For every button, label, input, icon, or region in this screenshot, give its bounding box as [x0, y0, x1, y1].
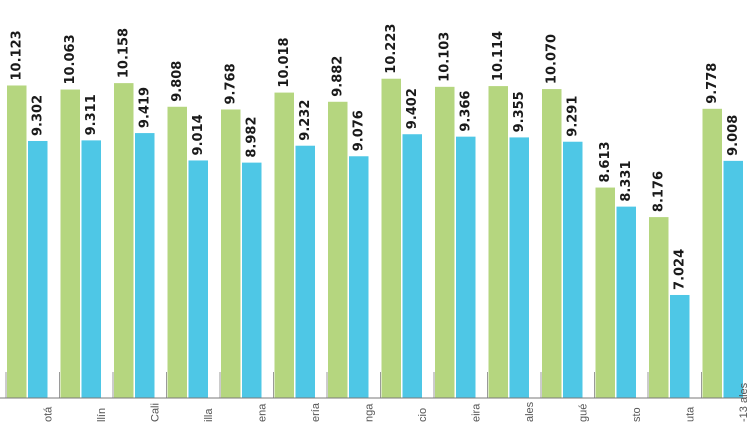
category-label-4: ena: [257, 403, 269, 422]
category-label-7: cio: [417, 408, 429, 422]
bar-series2-1: [81, 140, 101, 398]
bar-series2-3: [188, 160, 208, 398]
value-label-series1-2: 10.158: [117, 28, 132, 78]
value-label-series2-1: 9.311: [84, 94, 99, 135]
bar-series2-0: [28, 140, 48, 398]
bar-series2-8: [456, 136, 476, 399]
category-label-13: -13 ales: [738, 382, 747, 422]
bar-series2-4: [242, 162, 262, 398]
value-label-series2-7: 9.402: [405, 88, 420, 129]
category-label-8: eira: [471, 403, 483, 422]
value-label-series2-8: 9.366: [459, 91, 474, 132]
value-label-series1-7: 10.223: [384, 24, 399, 74]
value-label-series2-4: 8.982: [245, 116, 260, 157]
value-label-series1-3: 9.808: [170, 61, 185, 102]
bar-series2-7: [402, 134, 422, 398]
value-label-series2-13: 9.008: [726, 115, 741, 156]
value-label-series2-3: 9.014: [191, 114, 206, 155]
value-label-series2-6: 9.076: [352, 110, 367, 151]
category-label-10: gué: [578, 404, 590, 422]
bar-series1-0: [7, 85, 27, 398]
value-label-series2-9: 9.355: [512, 91, 527, 132]
value-label-series2-12: 7.024: [673, 249, 688, 290]
bar-series1-1: [60, 89, 80, 398]
bar-series2-6: [349, 156, 369, 398]
value-label-series1-1: 10.063: [63, 34, 78, 84]
value-label-series2-11: 8.331: [619, 160, 634, 201]
category-label-5: ería: [310, 402, 322, 422]
bar-series1-3: [167, 106, 187, 398]
category-label-1: llín: [96, 408, 108, 422]
bar-series2-11: [616, 206, 636, 398]
category-label-11: sto: [631, 407, 643, 422]
bar-series1-4: [221, 109, 241, 398]
bar-series2-13: [723, 160, 743, 398]
category-label-3: illa: [203, 408, 215, 422]
value-label-series2-2: 9.419: [138, 87, 153, 128]
bar-series1-12: [649, 217, 669, 398]
bar-series2-12: [670, 294, 690, 398]
category-label-12: uta: [685, 406, 697, 422]
value-label-series2-0: 9.302: [31, 95, 46, 136]
bar-series1-13: [702, 108, 722, 399]
value-label-series1-10: 10.070: [545, 34, 560, 84]
bar-series1-10: [542, 89, 562, 399]
value-label-series1-0: 10.123: [10, 30, 25, 80]
bar-series1-2: [114, 83, 134, 398]
category-label-9: ales: [524, 401, 536, 422]
bar-series1-6: [328, 101, 348, 399]
category-label-0: otá: [43, 406, 55, 422]
bar-series1-5: [274, 92, 294, 399]
bar-series2-9: [509, 137, 529, 399]
value-label-series1-4: 9.768: [224, 63, 239, 104]
value-label-series1-11: 8.613: [598, 141, 613, 182]
value-label-series1-13: 9.778: [705, 63, 720, 104]
category-separators: [5, 372, 702, 398]
bar-series2-5: [295, 145, 315, 398]
category-label-6: nga: [364, 403, 376, 422]
value-label-series2-5: 9.232: [298, 100, 313, 141]
value-label-series1-12: 8.176: [652, 171, 667, 212]
value-label-series1-9: 10.114: [491, 31, 506, 81]
bar-series1-7: [381, 78, 401, 399]
bar-series1-11: [595, 187, 615, 398]
category-labels: otá llín Cali illa ena ería nga cio eira ales gué s…: [43, 382, 747, 422]
bar-series1-8: [435, 86, 455, 399]
value-label-series1-6: 9.882: [331, 56, 346, 97]
category-label-2: Cali: [150, 403, 162, 422]
bar-series2-2: [135, 133, 155, 398]
bar-series1-9: [488, 86, 508, 398]
value-label-series1-8: 10.103: [438, 32, 453, 82]
bar-series2-10: [563, 141, 583, 398]
value-labels: 10.123 9.302 10.063 9.311 10.158 9.419 9.808 9.…: [10, 24, 742, 290]
value-label-series1-5: 10.018: [277, 37, 292, 87]
value-label-series2-10: 9.291: [566, 96, 581, 137]
bars: [7, 78, 743, 399]
